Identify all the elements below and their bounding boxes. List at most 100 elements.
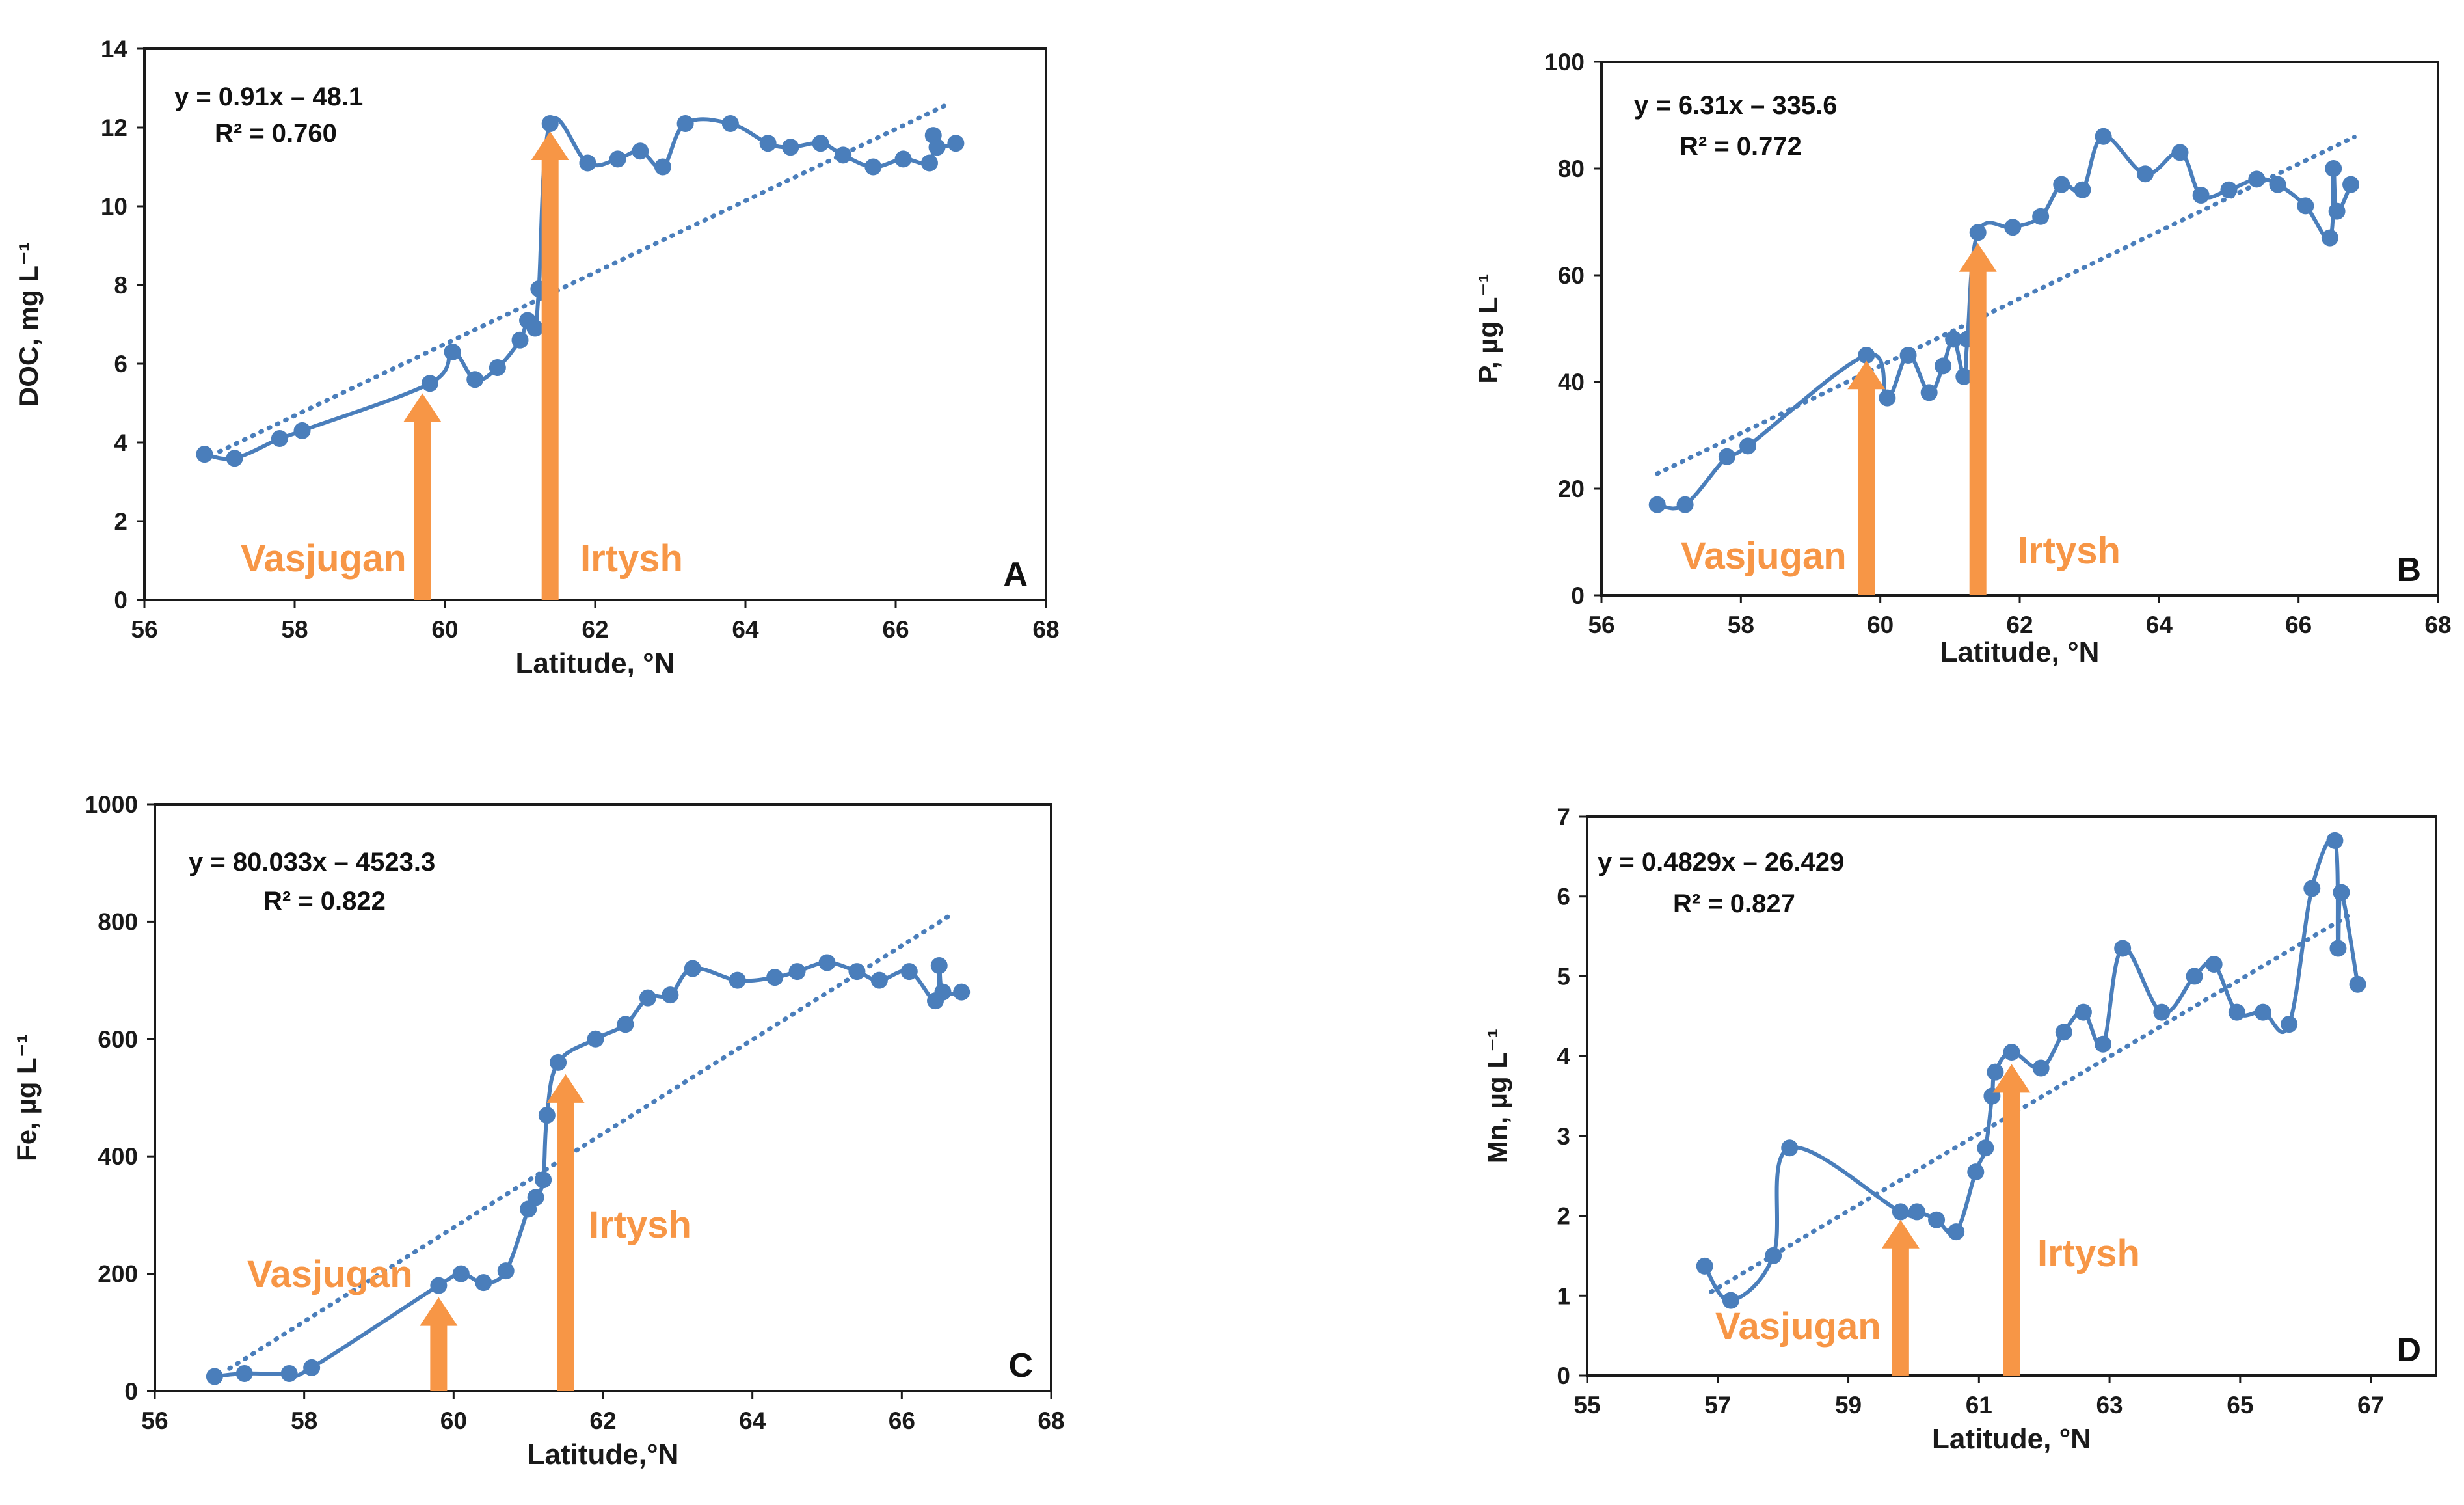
- regression-equation: y = 0.4829x – 26.429: [1598, 848, 1844, 876]
- data-point: [1718, 448, 1735, 465]
- regression-equation: y = 6.31x – 335.6: [1634, 91, 1838, 120]
- data-point: [947, 135, 965, 152]
- y-axis-label: P, µg L⁻¹: [1473, 273, 1503, 383]
- arrow-vasjugan: [403, 393, 442, 600]
- data-point: [864, 158, 882, 176]
- panel-letter: B: [2396, 551, 2421, 589]
- data-point: [489, 359, 506, 377]
- data-point: [475, 1274, 492, 1292]
- data-point: [1648, 496, 1666, 513]
- x-axis-label: Latitude, °N: [516, 647, 675, 679]
- y-tick-label: 3: [1557, 1123, 1570, 1150]
- data-point: [511, 331, 529, 349]
- y-tick-label: 0: [124, 1378, 138, 1405]
- data-point: [1969, 224, 1987, 241]
- data-point: [2095, 1035, 2112, 1053]
- data-point: [835, 146, 852, 164]
- x-tick-label: 61: [1966, 1392, 1992, 1418]
- y-tick-label: 80: [1558, 156, 1585, 182]
- data-point: [2328, 202, 2346, 220]
- data-point: [2281, 1016, 2298, 1033]
- river-label-irtysh: Irtysh: [2037, 1232, 2140, 1275]
- data-point: [1955, 368, 1973, 385]
- y-tick-label: 0: [1557, 1363, 1570, 1389]
- r-squared: R² = 0.772: [1680, 132, 1802, 161]
- y-axis-label: Fe, µg L⁻¹: [11, 1034, 42, 1161]
- data-point: [729, 971, 746, 989]
- data-point: [2153, 1003, 2171, 1021]
- data-point: [2055, 1024, 2072, 1041]
- data-point: [2004, 219, 2022, 236]
- data-point: [632, 142, 649, 160]
- chart-panel-c: 56 58 60 62 64 66 68 0 200 400 600 800 1000 Latitude,…: [11, 791, 1065, 1471]
- x-tick-label: 56: [131, 616, 157, 643]
- series-line: [1657, 134, 2353, 511]
- data-point: [271, 429, 288, 447]
- river-label-vasjugan: Vasjugan: [1681, 535, 1847, 577]
- y-tick-label: 2: [114, 508, 127, 535]
- y-tick-label: 6: [1557, 884, 1570, 910]
- series-line: [214, 960, 962, 1379]
- arrow-irtysh: [531, 131, 569, 601]
- data-point: [421, 375, 438, 392]
- r-squared: R² = 0.827: [1673, 889, 1795, 918]
- data-point: [721, 115, 739, 132]
- data-point: [934, 983, 952, 1001]
- data-point: [870, 971, 888, 989]
- data-point: [1945, 331, 1962, 348]
- data-point: [444, 343, 461, 360]
- x-axis-label: Latitude, °N: [1940, 636, 2100, 668]
- data-point: [196, 446, 213, 463]
- data-point: [1892, 1203, 1909, 1221]
- data-point: [766, 969, 784, 986]
- data-point: [226, 450, 243, 467]
- y-tick-label: 600: [98, 1026, 138, 1053]
- data-point: [526, 319, 544, 337]
- y-tick-label: 40: [1558, 369, 1585, 396]
- data-point: [587, 1030, 604, 1048]
- data-point: [928, 139, 946, 156]
- x-tick-label: 60: [1867, 612, 1894, 638]
- x-tick-label: 57: [1704, 1392, 1731, 1418]
- data-point: [2136, 165, 2154, 183]
- panel-letter: C: [1008, 1347, 1033, 1385]
- y-tick-label: 2: [1557, 1203, 1570, 1230]
- data-point: [1967, 1163, 1985, 1181]
- data-point: [812, 135, 829, 152]
- data-point: [818, 954, 836, 971]
- x-tick-label: 60: [440, 1407, 467, 1434]
- data-point: [920, 154, 938, 172]
- arrow-irtysh: [546, 1074, 585, 1391]
- data-point: [206, 1368, 223, 1385]
- data-point: [538, 1107, 556, 1124]
- trendline: [1655, 135, 2357, 476]
- data-point: [2095, 128, 2112, 145]
- x-tick-label: 66: [882, 616, 909, 643]
- y-tick-label: 5: [1557, 963, 1570, 990]
- r-squared: R² = 0.760: [215, 119, 337, 148]
- x-tick-label: 58: [281, 616, 308, 643]
- x-tick-label: 58: [291, 1407, 317, 1434]
- data-point: [2192, 187, 2210, 204]
- data-point: [759, 135, 777, 152]
- arrow-vasjugan: [420, 1297, 458, 1391]
- data-point: [2342, 176, 2360, 193]
- y-tick-label: 6: [114, 351, 127, 377]
- data-point: [466, 371, 484, 388]
- data-point: [2205, 956, 2223, 973]
- regression-equation: y = 80.033x – 4523.3: [189, 848, 435, 876]
- data-point: [430, 1277, 448, 1294]
- y-tick-label: 1: [1557, 1282, 1570, 1309]
- series-line: [1703, 836, 2360, 1303]
- data-point: [2333, 884, 2350, 901]
- x-tick-label: 64: [739, 1407, 766, 1434]
- data-point: [894, 150, 912, 168]
- data-point: [788, 963, 806, 981]
- data-point: [662, 986, 679, 1004]
- x-tick-label: 55: [1573, 1392, 1600, 1418]
- trendline: [1709, 912, 2353, 1294]
- x-tick-label: 64: [732, 616, 759, 643]
- data-point: [2303, 880, 2321, 897]
- trendline: [227, 910, 957, 1371]
